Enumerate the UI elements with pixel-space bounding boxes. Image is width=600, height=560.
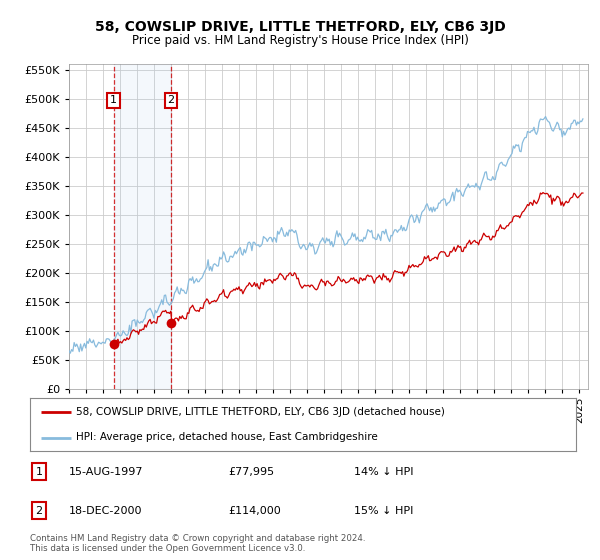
Text: 18-DEC-2000: 18-DEC-2000: [69, 506, 143, 516]
Text: 58, COWSLIP DRIVE, LITTLE THETFORD, ELY, CB6 3JD: 58, COWSLIP DRIVE, LITTLE THETFORD, ELY,…: [95, 20, 505, 34]
Text: £114,000: £114,000: [228, 506, 281, 516]
Text: 15-AUG-1997: 15-AUG-1997: [69, 466, 143, 477]
Text: 14% ↓ HPI: 14% ↓ HPI: [354, 466, 413, 477]
Text: Contains HM Land Registry data © Crown copyright and database right 2024.
This d: Contains HM Land Registry data © Crown c…: [30, 534, 365, 553]
Text: £77,995: £77,995: [228, 466, 274, 477]
Text: 1: 1: [110, 95, 117, 105]
Text: Price paid vs. HM Land Registry's House Price Index (HPI): Price paid vs. HM Land Registry's House …: [131, 34, 469, 46]
Text: 1: 1: [35, 466, 43, 477]
Text: 2: 2: [35, 506, 43, 516]
Text: HPI: Average price, detached house, East Cambridgeshire: HPI: Average price, detached house, East…: [76, 432, 378, 442]
Bar: [113, 64, 171, 389]
Text: 15% ↓ HPI: 15% ↓ HPI: [354, 506, 413, 516]
Text: 58, COWSLIP DRIVE, LITTLE THETFORD, ELY, CB6 3JD (detached house): 58, COWSLIP DRIVE, LITTLE THETFORD, ELY,…: [76, 408, 445, 418]
Text: 2: 2: [167, 95, 175, 105]
